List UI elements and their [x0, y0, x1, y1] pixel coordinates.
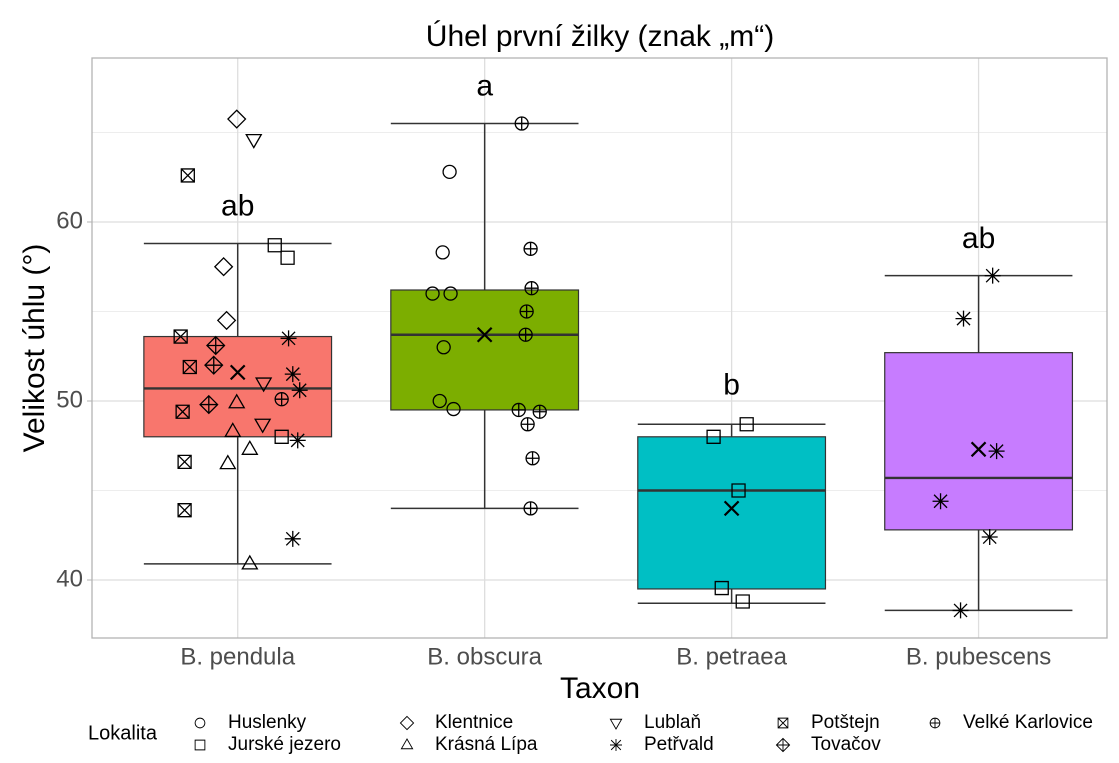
point — [435, 245, 450, 260]
legend-label: Huslenky — [228, 712, 307, 733]
point — [199, 394, 219, 415]
point — [267, 238, 282, 253]
point — [739, 417, 754, 432]
y-tick-label: 40 — [56, 565, 83, 592]
legend-symbol — [609, 718, 623, 730]
annotation: ab — [962, 222, 995, 255]
point — [224, 422, 242, 438]
point — [206, 335, 226, 356]
point — [289, 432, 306, 449]
point — [523, 501, 538, 516]
legend-label: Potštejn — [811, 712, 880, 733]
point — [177, 503, 192, 518]
point — [182, 359, 197, 375]
point — [245, 133, 263, 149]
point — [988, 443, 1005, 460]
legend-title: Lokalita — [88, 722, 158, 744]
y-tick-label: 60 — [56, 207, 83, 234]
point — [254, 418, 272, 434]
point — [514, 116, 529, 131]
point — [213, 257, 234, 277]
legend-symbol — [194, 717, 206, 729]
box — [884, 352, 1074, 531]
point — [175, 404, 190, 419]
point — [280, 250, 295, 265]
point — [532, 404, 547, 419]
legend-symbol — [777, 717, 789, 729]
mean-marker — [723, 500, 740, 517]
legend-symbol — [400, 738, 414, 750]
annotation: ab — [221, 190, 254, 223]
x-tick-label: B. pubescens — [906, 643, 1051, 670]
point — [241, 440, 259, 455]
point — [981, 529, 998, 546]
legend-label: Tovačov — [811, 734, 881, 755]
mean-marker — [229, 364, 246, 381]
legend-symbol — [399, 715, 415, 731]
point — [524, 281, 539, 296]
point — [425, 286, 440, 301]
point — [519, 304, 534, 319]
point — [227, 109, 247, 129]
point — [204, 355, 224, 375]
point — [284, 366, 301, 383]
x-axis-label: Taxon — [560, 672, 640, 705]
point — [274, 429, 289, 444]
point — [219, 454, 237, 470]
point — [274, 392, 289, 407]
legend-label: Petřvald — [644, 734, 714, 755]
legend-symbol — [929, 717, 941, 729]
point — [280, 330, 297, 347]
point — [442, 164, 457, 179]
point — [511, 402, 526, 418]
point — [518, 327, 533, 342]
point — [706, 429, 721, 444]
point — [228, 393, 246, 409]
point — [284, 530, 301, 547]
point — [180, 168, 195, 183]
point — [255, 377, 273, 393]
point — [173, 329, 188, 344]
point — [525, 451, 540, 466]
point — [523, 241, 538, 256]
point — [735, 594, 750, 609]
annotation: a — [476, 70, 493, 103]
box — [637, 436, 827, 590]
point — [714, 580, 729, 596]
point — [952, 602, 969, 619]
point — [432, 393, 447, 409]
legend-label: Krásná Lípa — [435, 734, 538, 755]
box — [390, 289, 580, 411]
point — [520, 417, 535, 432]
point — [216, 310, 237, 331]
legend-symbol — [775, 737, 791, 753]
legend-label: Klentnice — [435, 712, 513, 733]
point — [436, 340, 451, 355]
chart-title: Úhel první žilky (znak „m“) — [426, 20, 774, 53]
x-tick-label: B. pendula — [180, 643, 295, 670]
annotation: b — [723, 369, 740, 402]
legend-label: Jurské jezero — [228, 734, 341, 755]
point — [241, 554, 259, 570]
mean-marker — [476, 326, 493, 343]
x-tick-label: B. petraea — [676, 643, 787, 670]
legend-label: Velké Karlovice — [963, 712, 1093, 733]
y-axis-label: Velikost úhlu (°) — [18, 244, 51, 453]
point — [446, 401, 461, 417]
point — [177, 454, 192, 470]
legend-symbol — [194, 739, 206, 751]
y-tick-label: 50 — [56, 386, 83, 413]
point — [731, 483, 746, 498]
legend-symbol — [610, 739, 622, 751]
point — [932, 493, 949, 510]
point — [291, 382, 308, 399]
point — [443, 286, 458, 301]
legend-label: Lublaň — [644, 712, 701, 733]
x-tick-label: B. obscura — [427, 643, 542, 670]
point — [984, 267, 1001, 284]
point — [955, 310, 972, 327]
mean-marker — [970, 441, 987, 458]
panel-border — [91, 57, 1108, 639]
